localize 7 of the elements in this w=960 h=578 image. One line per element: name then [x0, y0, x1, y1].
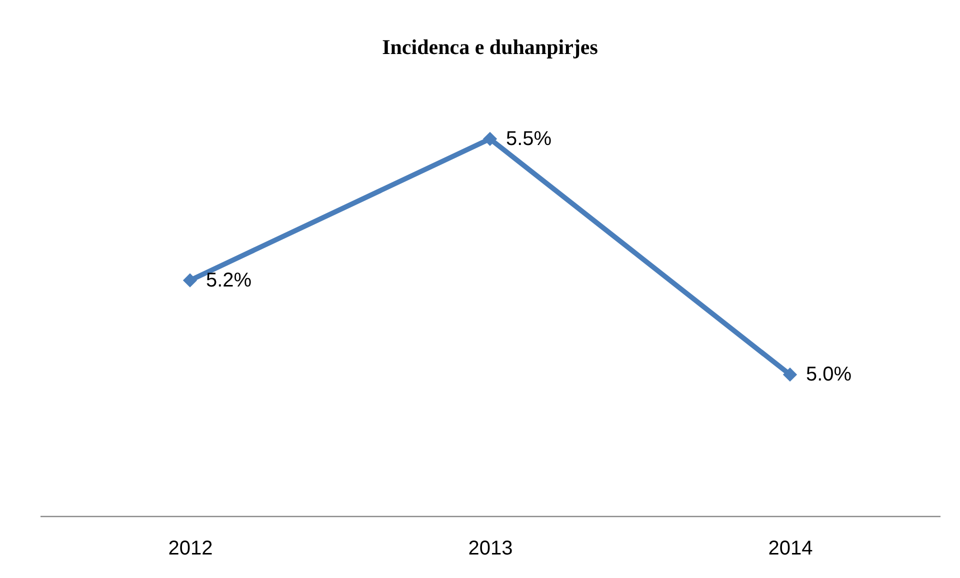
x-tick-label: 2013 — [468, 538, 513, 560]
x-tick-label: 2014 — [768, 538, 813, 560]
data-label: 5.0% — [806, 364, 852, 386]
x-tick-label: 2012 — [168, 538, 213, 560]
chart-title: Incidenca e duhanpirjes — [382, 35, 598, 59]
data-label: 5.5% — [506, 128, 552, 150]
data-label: 5.2% — [206, 269, 252, 292]
